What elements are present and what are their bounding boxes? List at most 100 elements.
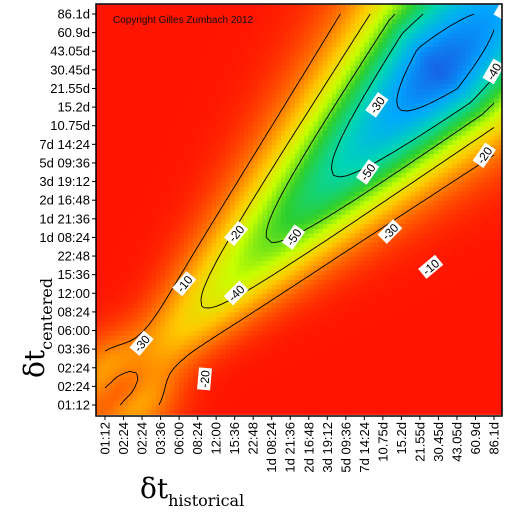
heat-cell bbox=[216, 116, 222, 122]
heat-cell bbox=[192, 335, 199, 341]
heat-cell bbox=[174, 400, 180, 406]
heat-cell bbox=[146, 162, 152, 169]
heat-cell bbox=[243, 353, 250, 360]
heat-cell bbox=[114, 14, 120, 20]
heat-cell bbox=[165, 214, 171, 220]
heat-cell bbox=[169, 279, 176, 285]
heat-cell bbox=[290, 321, 296, 327]
heat-cell bbox=[248, 400, 254, 406]
heat-cell bbox=[118, 65, 125, 71]
heat-cell bbox=[179, 311, 185, 318]
heat-cell bbox=[183, 148, 189, 155]
heat-cell bbox=[331, 372, 338, 378]
heat-cell bbox=[350, 93, 356, 99]
heat-cell bbox=[331, 288, 338, 294]
heat-cell bbox=[96, 181, 101, 187]
heat-cell bbox=[142, 4, 148, 10]
heat-cell bbox=[341, 97, 347, 104]
heat-cell bbox=[137, 279, 143, 285]
heat-cell bbox=[123, 27, 129, 34]
heat-cell bbox=[299, 158, 305, 164]
heat-cell bbox=[114, 367, 120, 374]
heat-cell bbox=[160, 144, 166, 150]
heat-cell bbox=[248, 344, 254, 350]
heat-cell bbox=[243, 18, 250, 24]
heat-cell bbox=[206, 69, 213, 76]
heat-cell bbox=[308, 367, 314, 374]
heat-cell bbox=[336, 353, 342, 360]
heat-cell bbox=[243, 307, 250, 313]
heat-cell bbox=[341, 311, 347, 318]
heat-cell bbox=[137, 18, 143, 24]
heat-cell bbox=[257, 116, 264, 122]
heat-cell bbox=[220, 409, 226, 415]
heat-cell bbox=[341, 144, 347, 150]
heat-cell bbox=[165, 41, 171, 48]
heat-cell bbox=[313, 218, 319, 225]
heat-cell bbox=[197, 93, 203, 99]
heat-cell bbox=[160, 172, 166, 178]
heat-cell bbox=[211, 158, 217, 164]
heat-cell bbox=[285, 74, 291, 80]
heat-cell bbox=[345, 125, 352, 131]
heat-cell bbox=[350, 293, 356, 299]
heat-cell bbox=[155, 228, 162, 234]
heat-cell bbox=[285, 23, 291, 29]
heat-cell bbox=[96, 116, 101, 122]
heat-cell bbox=[155, 321, 162, 327]
heat-cell bbox=[294, 405, 301, 411]
heat-cell bbox=[105, 97, 111, 104]
heat-cell bbox=[290, 41, 296, 48]
heat-cell bbox=[257, 135, 264, 141]
heat-cell bbox=[179, 372, 185, 378]
heat-cell bbox=[267, 395, 273, 401]
heat-cell bbox=[137, 55, 143, 62]
heat-cell bbox=[142, 381, 148, 387]
heat-cell bbox=[285, 386, 291, 392]
heat-cell bbox=[318, 242, 324, 248]
heat-cell bbox=[290, 358, 296, 364]
heat-cell bbox=[313, 167, 319, 173]
heat-cell bbox=[308, 372, 314, 378]
heat-cell bbox=[118, 176, 125, 183]
heat-cell bbox=[225, 111, 231, 117]
heat-cell bbox=[118, 251, 125, 257]
heat-cell bbox=[290, 405, 296, 411]
heat-cell bbox=[271, 97, 277, 104]
heat-cell bbox=[345, 14, 352, 20]
heat-cell bbox=[174, 344, 180, 350]
heat-cell bbox=[304, 270, 310, 276]
heat-cell bbox=[146, 125, 152, 131]
heat-cell bbox=[234, 367, 240, 374]
heat-cell bbox=[142, 288, 148, 294]
heat-cell bbox=[220, 209, 226, 215]
heat-cell bbox=[146, 288, 152, 294]
heat-cell bbox=[290, 204, 296, 211]
heat-cell bbox=[313, 242, 319, 248]
heat-cell bbox=[271, 251, 277, 257]
heat-cell bbox=[206, 18, 213, 24]
heat-cell bbox=[142, 153, 148, 159]
heat-cell bbox=[188, 144, 194, 150]
heat-cell bbox=[206, 23, 213, 29]
heat-cell bbox=[216, 274, 222, 280]
heat-cell bbox=[142, 274, 148, 280]
heat-cell bbox=[211, 130, 217, 136]
heat-cell bbox=[155, 102, 162, 108]
heat-cell bbox=[202, 186, 208, 192]
heat-cell bbox=[331, 400, 338, 406]
heat-cell bbox=[137, 232, 143, 239]
heat-cell bbox=[267, 172, 273, 178]
heat-cell bbox=[109, 93, 115, 99]
heat-cell bbox=[285, 228, 291, 234]
heat-cell bbox=[308, 209, 314, 215]
heat-cell bbox=[350, 321, 356, 327]
heat-cell bbox=[350, 14, 356, 20]
heat-cell bbox=[160, 116, 166, 122]
heat-cell bbox=[183, 176, 189, 183]
heat-cell bbox=[151, 405, 157, 411]
heat-cell bbox=[211, 51, 217, 57]
heat-cell bbox=[128, 316, 134, 322]
heat-cell bbox=[179, 18, 185, 24]
heat-cell bbox=[179, 167, 185, 173]
